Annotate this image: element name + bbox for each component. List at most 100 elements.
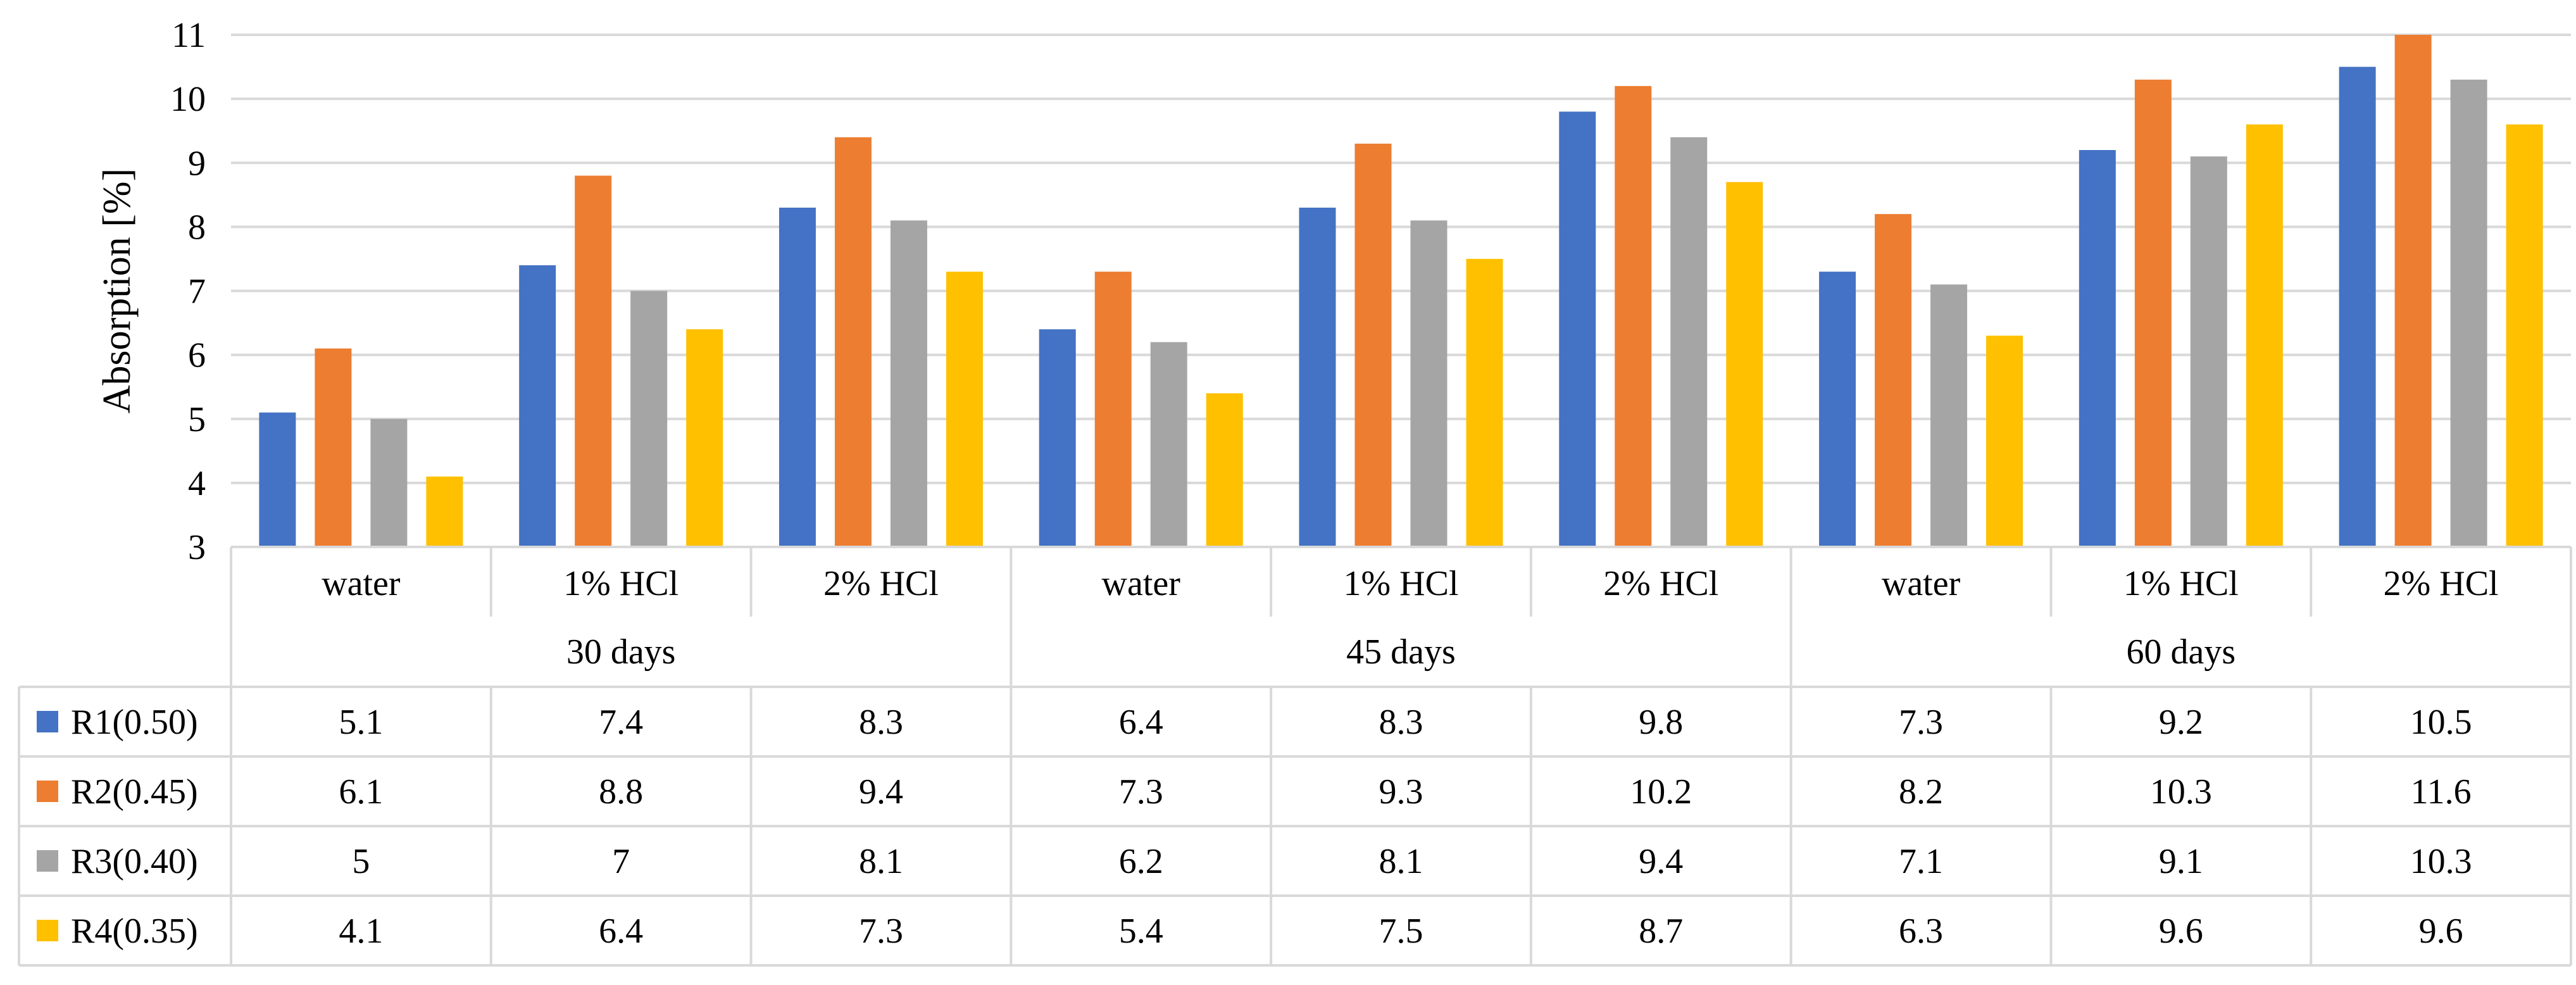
- bar: [686, 329, 723, 547]
- x-group-label: 60 days: [2127, 632, 2236, 672]
- data-label: 10.5: [2410, 703, 2472, 742]
- data-label: 10.3: [2150, 772, 2212, 812]
- bar: [1986, 336, 2023, 547]
- data-table: water 1% HCl 2% HCl water 1% HCl 2% HCl water 1…: [18, 546, 2572, 967]
- x-category-label: 2% HCl: [1603, 564, 1718, 603]
- bar: [1206, 393, 1243, 547]
- data-label: 9.4: [859, 772, 903, 812]
- y-tick-label: 11: [172, 16, 206, 55]
- data-label: 9.6: [2419, 912, 2463, 951]
- x-category-label: 2% HCl: [823, 564, 939, 603]
- data-label: 7.3: [859, 912, 903, 951]
- bar: [2506, 124, 2543, 547]
- bar: [1410, 220, 1447, 547]
- bar: [1819, 272, 1856, 547]
- bar: [519, 265, 556, 547]
- data-label: 7: [612, 842, 630, 881]
- bar: [259, 412, 296, 547]
- y-tick-label: 6: [188, 336, 206, 375]
- bar: [1466, 258, 1503, 547]
- data-label: 7.4: [599, 703, 643, 742]
- data-label: 8.3: [1379, 703, 1423, 742]
- data-label: 10.2: [1630, 772, 1692, 812]
- data-label: 6.2: [1119, 842, 1163, 881]
- bar: [2394, 35, 2432, 547]
- data-label: 7.3: [1119, 772, 1163, 812]
- bar: [1354, 143, 1392, 548]
- bar: [315, 348, 352, 547]
- data-label: 9.8: [1639, 703, 1683, 742]
- y-tick-label: 5: [188, 400, 206, 439]
- legend-label: R2(0.45): [71, 772, 198, 812]
- bar: [630, 291, 668, 547]
- data-label: 5.4: [1119, 912, 1163, 951]
- bar: [778, 208, 816, 548]
- y-axis-title: Absorption [%]: [96, 168, 139, 413]
- bar: [1559, 111, 1596, 548]
- x-category-label: water: [1882, 564, 1961, 603]
- bar: [1615, 85, 1652, 547]
- bar: [426, 476, 463, 547]
- data-label: 4.1: [339, 912, 383, 951]
- legend-swatch: [37, 850, 58, 872]
- bar: [1039, 329, 1076, 547]
- data-label: 9.3: [1379, 772, 1423, 812]
- bar: [2246, 124, 2283, 547]
- data-label: 7.3: [1899, 703, 1943, 742]
- x-category-label: 1% HCl: [1344, 564, 1459, 603]
- data-label: 8.1: [859, 842, 903, 881]
- x-category-label: 1% HCl: [2123, 564, 2239, 603]
- data-label: 8.7: [1639, 912, 1683, 951]
- y-tick-label: 3: [188, 528, 206, 567]
- legend-swatch: [37, 920, 58, 941]
- data-label: 8.2: [1899, 772, 1943, 812]
- bar: [1875, 214, 1912, 547]
- bar: [946, 272, 983, 547]
- data-label: 11.6: [2411, 772, 2472, 812]
- y-tick-label: 10: [170, 80, 206, 119]
- legend-label: R3(0.40): [71, 842, 198, 881]
- bar: [1726, 182, 1763, 547]
- data-label: 8.1: [1379, 842, 1423, 881]
- data-label: 9.1: [2159, 842, 2203, 881]
- bars: [259, 35, 2543, 548]
- gridlines: [231, 34, 2571, 548]
- bar: [1094, 272, 1132, 547]
- data-label: 6.4: [1119, 703, 1163, 742]
- bar: [2079, 150, 2116, 547]
- y-tick-label: 8: [188, 208, 206, 247]
- y-axis-ticks: 3 4 5 6 7 8 9 10 11: [170, 16, 206, 567]
- legend-swatch: [37, 711, 58, 732]
- legend-swatch: [37, 781, 58, 802]
- y-tick-label: 9: [188, 144, 206, 183]
- bar: [2134, 79, 2172, 548]
- data-label: 6.4: [599, 912, 643, 951]
- y-tick-label: 7: [188, 272, 206, 311]
- data-label: 9.4: [1639, 842, 1683, 881]
- y-tick-label: 4: [188, 464, 206, 503]
- data-label: 7.5: [1379, 912, 1423, 951]
- data-label: 8.8: [599, 772, 643, 812]
- bar: [2190, 156, 2227, 547]
- bar: [2450, 79, 2487, 548]
- data-label: 6.1: [339, 772, 383, 812]
- bar: [1930, 284, 1968, 547]
- legend-label: R1(0.50): [71, 703, 198, 742]
- bar: [370, 418, 408, 547]
- x-group-label: 30 days: [566, 632, 676, 672]
- data-label: 9.6: [2159, 912, 2203, 951]
- legend-label: R4(0.35): [71, 912, 198, 951]
- bar: [1670, 137, 1708, 548]
- x-category-label: 1% HCl: [563, 564, 678, 603]
- bar: [1150, 342, 1187, 547]
- data-label: 6.3: [1899, 912, 1943, 951]
- data-label: 10.3: [2410, 842, 2472, 881]
- data-label: 5: [352, 842, 370, 881]
- data-label: 9.2: [2159, 703, 2203, 742]
- data-label: 7.1: [1899, 842, 1943, 881]
- data-label: 8.3: [859, 703, 903, 742]
- bar: [2339, 66, 2376, 547]
- x-category-label: 2% HCl: [2384, 564, 2499, 603]
- bar: [834, 137, 872, 548]
